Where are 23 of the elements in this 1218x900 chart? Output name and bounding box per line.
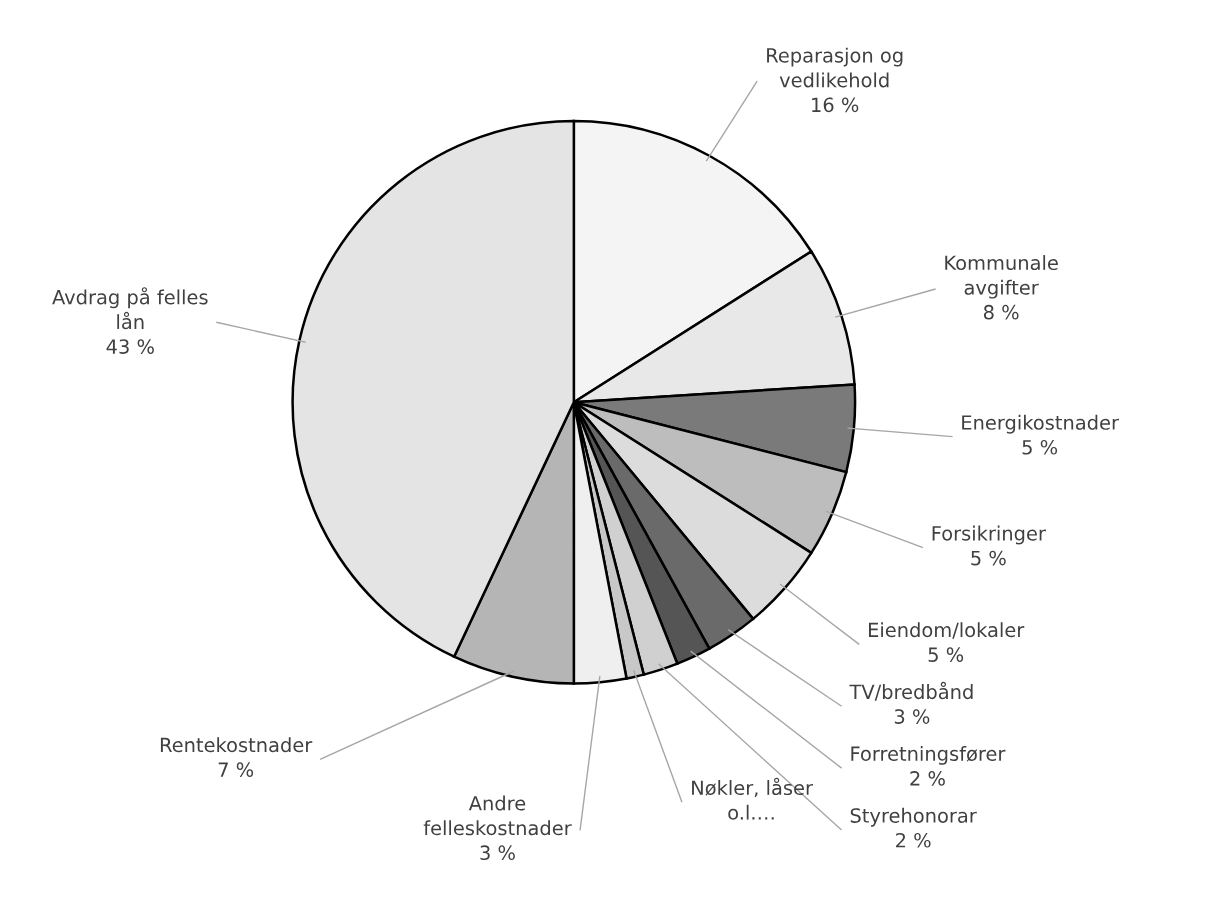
data-label: 16 % bbox=[812, 97, 859, 113]
slice-label: Kommunale avgifter bbox=[945, 255, 1058, 299]
slice-label: Energikostnader bbox=[962, 414, 1119, 434]
slice-label: Reparasjon og vedlikehold bbox=[767, 47, 903, 88]
slice-label: TV/bredbånd bbox=[849, 681, 973, 701]
slice-label: Forsikringer bbox=[932, 525, 1046, 545]
data-label: 3 % bbox=[480, 845, 515, 861]
data-label: 8 % bbox=[983, 304, 1019, 320]
slice-label: Rentekostnader bbox=[160, 737, 313, 753]
slice-label: Andre felleskostnader bbox=[423, 795, 572, 836]
data-label: 3 % bbox=[894, 709, 930, 724]
data-label: 5 % bbox=[928, 647, 964, 662]
data-label: 7 % bbox=[218, 762, 254, 778]
slice-label: Eiendom/lokaler bbox=[869, 622, 1025, 639]
slice-label: Forretningsfører bbox=[851, 745, 1006, 765]
data-label: 43 % bbox=[106, 339, 154, 354]
slice-label: Styrehonorar bbox=[850, 807, 977, 827]
slice-label: Avdrag på felles lån bbox=[52, 287, 208, 330]
data-label: 2 % bbox=[896, 832, 931, 848]
slice-label: Nøkler, låser o.l.… bbox=[692, 777, 813, 820]
data-label: 5 % bbox=[971, 550, 1006, 566]
data-label: 2 % bbox=[910, 771, 945, 786]
data-label: 5 % bbox=[1022, 439, 1058, 455]
